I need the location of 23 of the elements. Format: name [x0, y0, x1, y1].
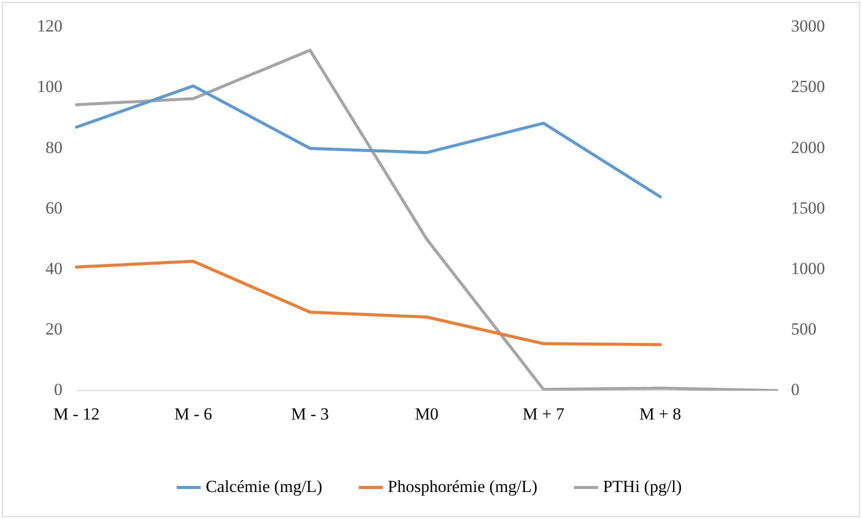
y-tick-label: 40 — [46, 258, 62, 278]
y2-tick-label: 500 — [791, 320, 816, 338]
x-tick-label: M - 12 — [53, 404, 100, 424]
y2-tick-label: 3000 — [791, 16, 825, 36]
legend-label: PTHi (pg/l) — [602, 476, 682, 496]
y2-tick-label: 1000 — [791, 258, 825, 278]
y2-tick-label: 2500 — [791, 77, 825, 96]
y-tick-label: 0 — [54, 380, 62, 400]
legend-label: Calcémie (mg/L) — [206, 476, 322, 496]
x-tick-label: M + 7 — [522, 404, 565, 424]
y-tick-label: 120 — [37, 16, 62, 36]
y-tick-label: 100 — [37, 77, 62, 96]
y2-tick-label: 1500 — [791, 198, 825, 218]
y-tick-label: 60 — [46, 198, 62, 218]
y2-tick-label: 2000 — [791, 138, 825, 157]
y-tick-label: 80 — [46, 138, 62, 157]
legend-label: Phosphorémie (mg/L) — [388, 476, 538, 496]
x-tick-label: M - 3 — [291, 404, 329, 424]
x-tick-label: M + 8 — [639, 404, 682, 424]
x-tick-label: M - 6 — [174, 404, 212, 424]
x-tick-label: M0 — [414, 404, 439, 424]
y-tick-label: 20 — [46, 320, 62, 338]
y2-tick-label: 0 — [791, 380, 800, 400]
